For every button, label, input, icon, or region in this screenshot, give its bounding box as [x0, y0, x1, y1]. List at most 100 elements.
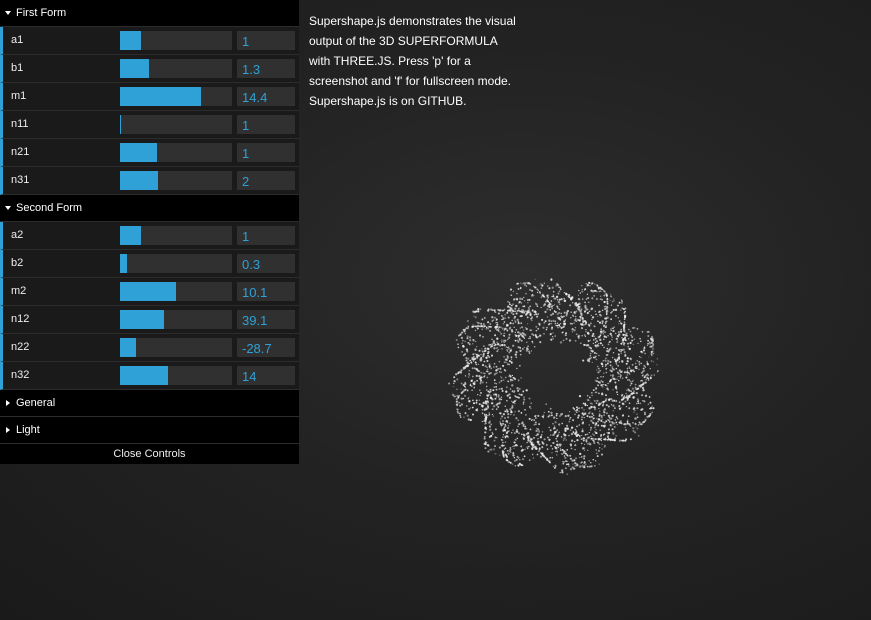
point	[564, 452, 567, 455]
point	[497, 394, 500, 397]
point	[600, 402, 603, 404]
value-input-m2[interactable]	[237, 282, 295, 301]
value-input-m1[interactable]	[237, 87, 295, 106]
point	[610, 328, 612, 330]
point	[595, 358, 598, 361]
point	[586, 394, 589, 397]
point	[619, 348, 622, 351]
slider-n32[interactable]	[120, 366, 232, 385]
slider-n11[interactable]	[120, 115, 232, 134]
point	[522, 401, 525, 404]
value-input-a1[interactable]	[237, 31, 295, 50]
point	[588, 407, 591, 410]
point	[604, 291, 607, 294]
point	[582, 298, 584, 300]
point	[601, 392, 604, 395]
point	[457, 411, 460, 414]
slider-n31[interactable]	[120, 171, 232, 190]
slider-n21[interactable]	[120, 143, 232, 162]
close-controls-button[interactable]: Close Controls	[0, 444, 299, 464]
value-input-n11[interactable]	[237, 115, 295, 134]
point	[584, 323, 587, 325]
slider-b2[interactable]	[120, 254, 232, 273]
point	[548, 460, 550, 463]
point	[639, 337, 641, 340]
folder-second-form[interactable]: Second Form	[0, 195, 299, 222]
slider-m1[interactable]	[120, 87, 232, 106]
point	[590, 402, 592, 405]
point	[615, 385, 617, 387]
point	[491, 433, 494, 435]
point	[524, 448, 526, 451]
point	[473, 357, 477, 360]
point	[499, 309, 502, 311]
point	[618, 361, 621, 363]
point	[515, 340, 517, 342]
point	[583, 449, 586, 452]
point	[464, 375, 467, 377]
point	[616, 304, 619, 307]
point	[624, 314, 626, 317]
point	[630, 382, 633, 385]
point	[507, 300, 510, 303]
point	[590, 307, 594, 310]
point	[478, 375, 481, 378]
slider-a2[interactable]	[120, 226, 232, 245]
value-input-n12[interactable]	[237, 310, 295, 329]
point	[586, 437, 589, 439]
slider-m2[interactable]	[120, 282, 232, 301]
point	[648, 415, 650, 418]
point	[473, 386, 475, 388]
point	[526, 281, 529, 285]
point	[489, 449, 491, 451]
value-input-a2[interactable]	[237, 226, 295, 245]
point	[582, 413, 585, 416]
value-input-n21[interactable]	[237, 143, 295, 162]
point	[502, 341, 505, 343]
point	[624, 423, 627, 426]
point	[507, 416, 510, 419]
folder-general[interactable]: General	[0, 390, 299, 417]
value-input-n22[interactable]	[237, 338, 295, 357]
point	[564, 334, 567, 337]
point	[503, 448, 506, 450]
point	[520, 339, 523, 342]
point	[637, 400, 640, 402]
point	[550, 305, 553, 308]
control-row-m1: m1	[0, 83, 299, 111]
point	[583, 334, 586, 336]
point	[584, 301, 586, 304]
slider-n22[interactable]	[120, 338, 232, 357]
point	[489, 396, 493, 400]
slider-a1[interactable]	[120, 31, 232, 50]
point	[525, 433, 528, 436]
folder-first-form[interactable]: First Form	[0, 0, 299, 27]
point	[507, 310, 509, 312]
point	[581, 290, 584, 293]
point	[562, 326, 564, 329]
point	[589, 284, 591, 287]
value-input-n32[interactable]	[237, 366, 295, 385]
point	[579, 292, 581, 294]
point	[484, 365, 487, 368]
slider-b1[interactable]	[120, 59, 232, 78]
point	[481, 408, 484, 411]
point	[519, 297, 522, 300]
point	[604, 321, 607, 324]
control-label-n12: n12	[11, 313, 30, 325]
point	[516, 339, 519, 342]
point	[616, 371, 619, 374]
folder-light[interactable]: Light	[0, 417, 299, 444]
slider-n12[interactable]	[120, 310, 232, 329]
point	[569, 322, 572, 325]
point	[542, 295, 545, 298]
value-input-n31[interactable]	[237, 171, 295, 190]
point	[589, 466, 591, 468]
point	[647, 335, 650, 337]
value-input-b2[interactable]	[237, 254, 295, 273]
value-input-b1[interactable]	[237, 59, 295, 78]
point	[577, 414, 580, 417]
point	[551, 452, 553, 454]
point	[646, 415, 648, 418]
